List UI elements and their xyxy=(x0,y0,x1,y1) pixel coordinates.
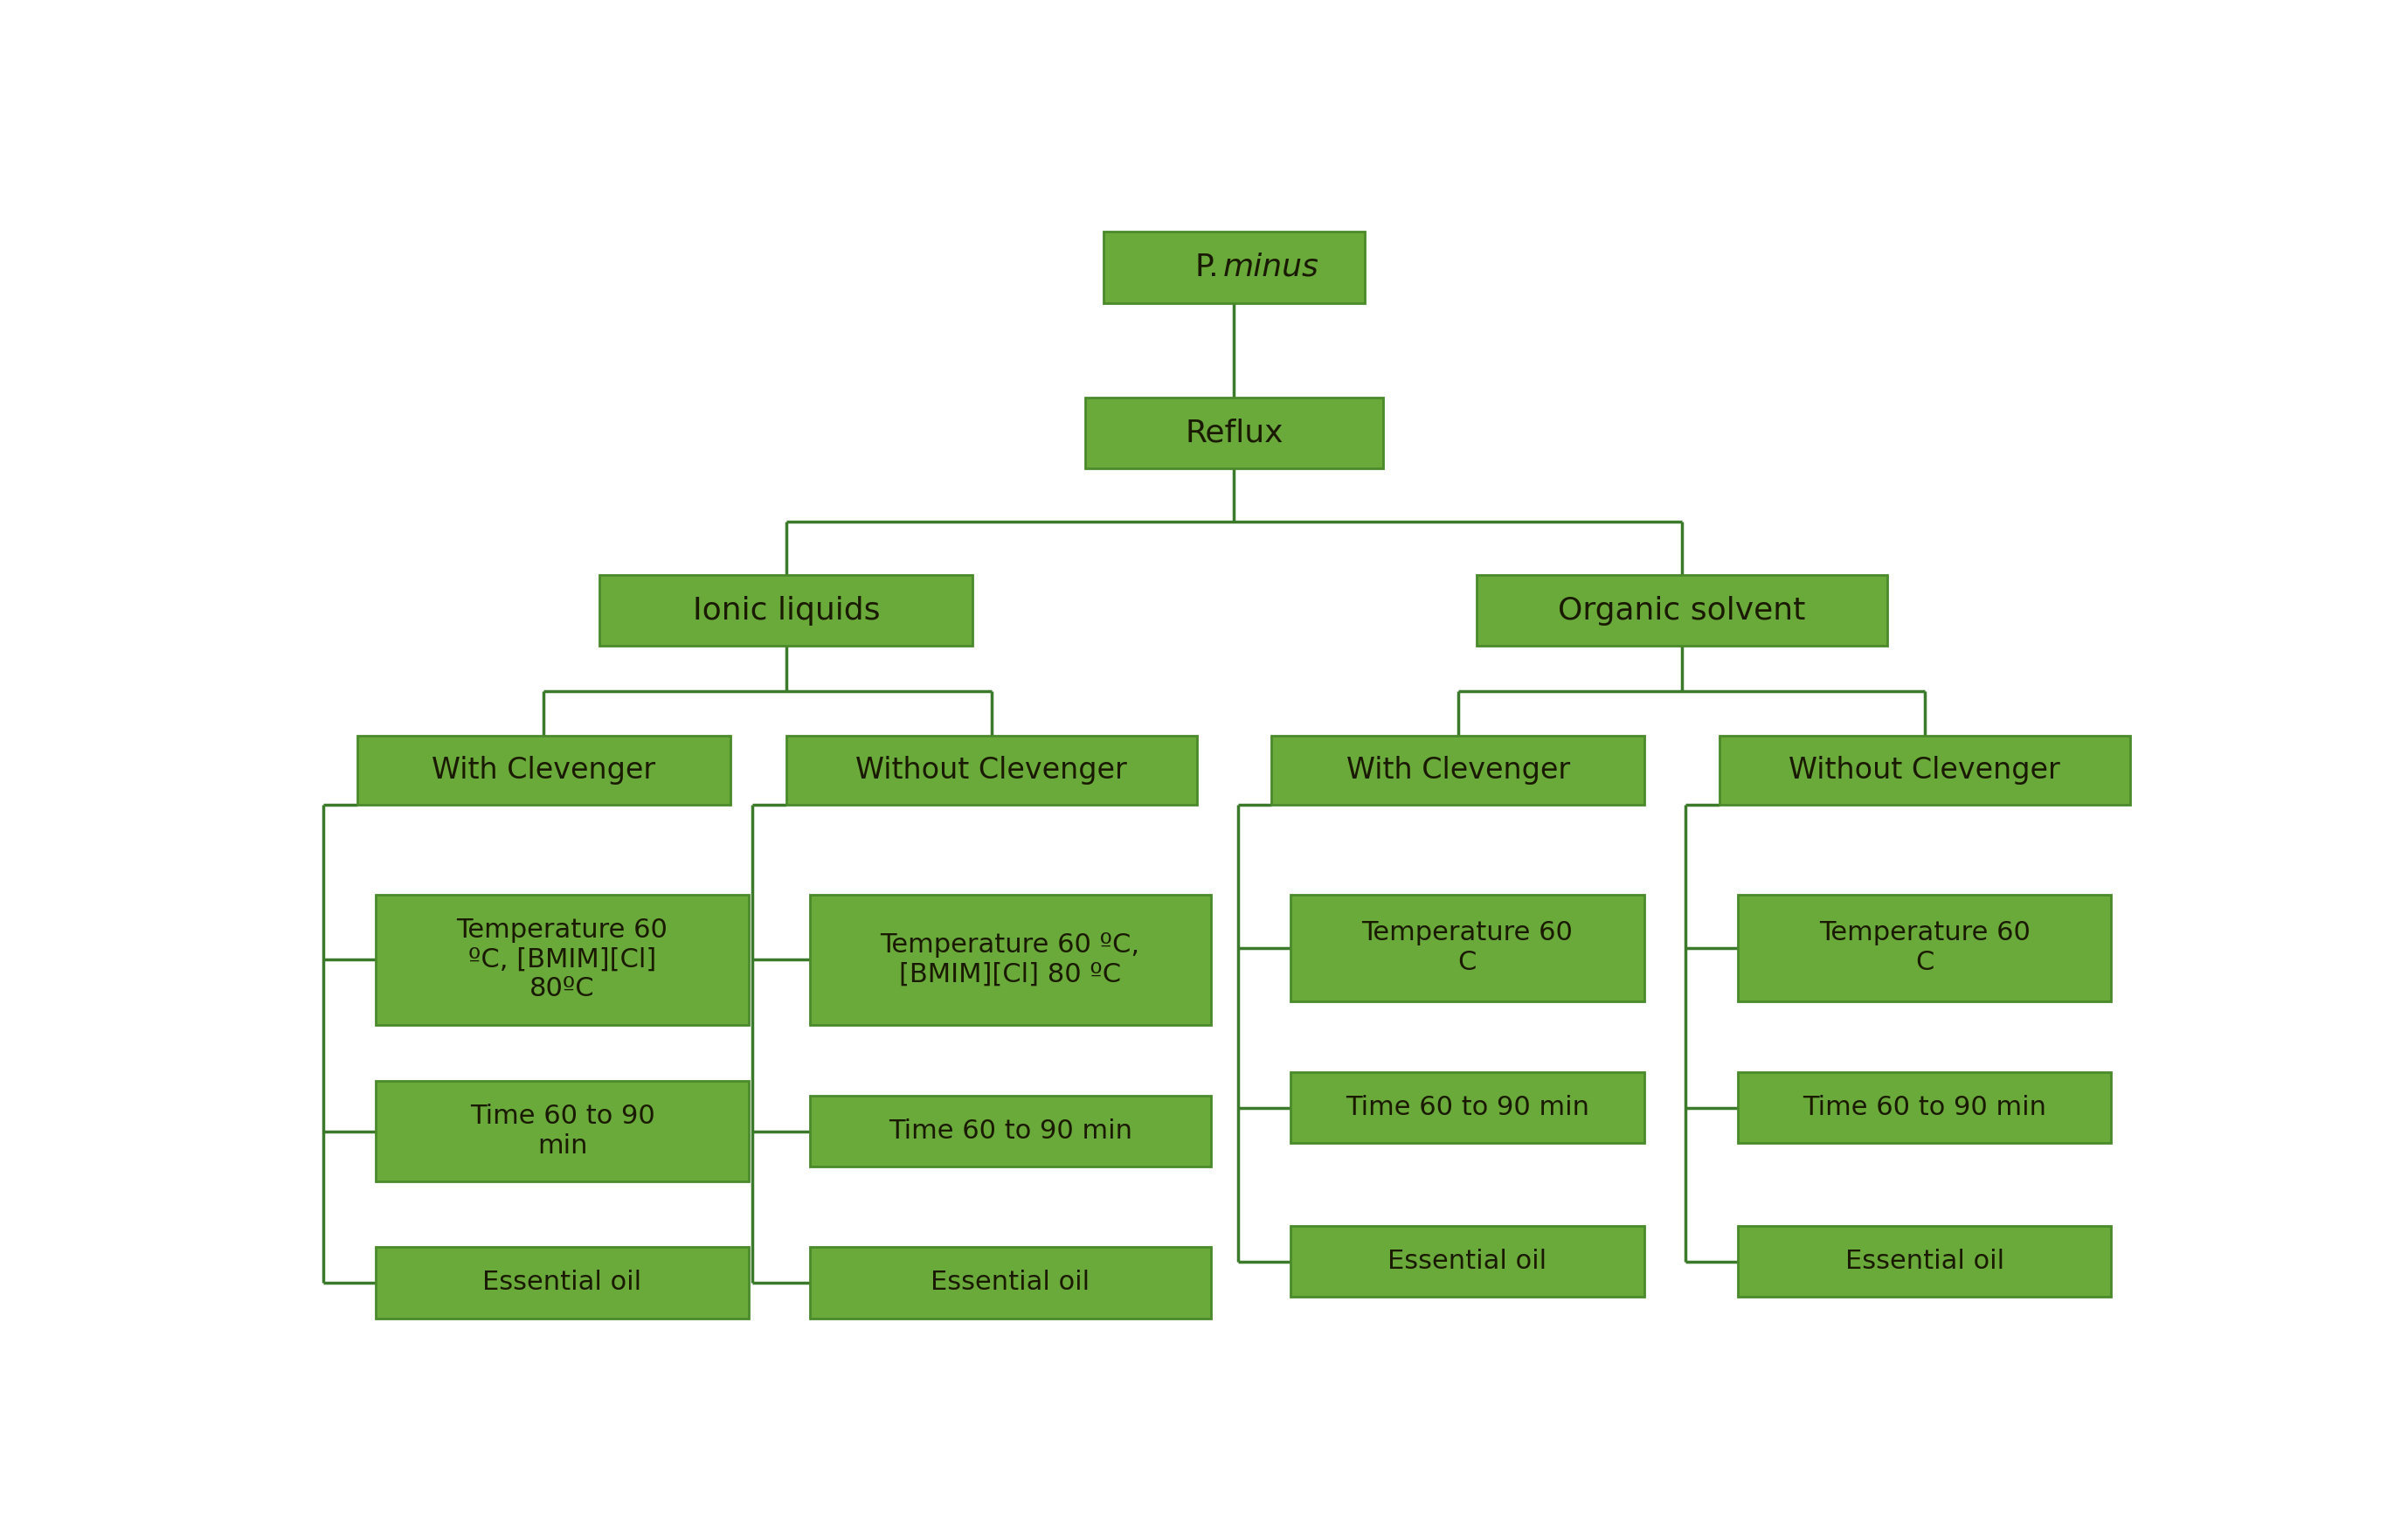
FancyBboxPatch shape xyxy=(376,895,749,1025)
Text: With Clevenger: With Clevenger xyxy=(431,756,655,785)
FancyBboxPatch shape xyxy=(809,1247,1211,1319)
Text: Reflux: Reflux xyxy=(1185,418,1283,447)
Text: Without Clevenger: Without Clevenger xyxy=(1789,756,2061,785)
FancyBboxPatch shape xyxy=(600,575,973,646)
FancyBboxPatch shape xyxy=(1084,398,1382,469)
FancyBboxPatch shape xyxy=(1291,1073,1645,1144)
Text: With Clevenger: With Clevenger xyxy=(1346,756,1570,785)
Text: Temperature 60
C: Temperature 60 C xyxy=(1361,921,1572,974)
FancyBboxPatch shape xyxy=(1103,232,1365,303)
Text: Time 60 to 90
min: Time 60 to 90 min xyxy=(470,1104,655,1159)
FancyBboxPatch shape xyxy=(1291,1227,1645,1297)
Text: Ionic liquids: Ionic liquids xyxy=(694,596,879,626)
FancyBboxPatch shape xyxy=(1291,895,1645,1001)
FancyBboxPatch shape xyxy=(809,1096,1211,1167)
Text: P.: P. xyxy=(1194,252,1218,283)
FancyBboxPatch shape xyxy=(356,736,730,804)
Text: Without Clevenger: Without Clevenger xyxy=(855,756,1127,785)
Text: Time 60 to 90 min: Time 60 to 90 min xyxy=(1804,1094,2047,1120)
FancyBboxPatch shape xyxy=(1476,575,1888,646)
Text: Essential oil: Essential oil xyxy=(1387,1248,1546,1274)
Text: Essential oil: Essential oil xyxy=(929,1270,1091,1296)
FancyBboxPatch shape xyxy=(1719,736,2131,804)
Text: Temperature 60
ºC, [BMIM][Cl]
80ºC: Temperature 60 ºC, [BMIM][Cl] 80ºC xyxy=(458,918,667,1002)
Text: Temperature 60
C: Temperature 60 C xyxy=(1818,921,2030,974)
FancyBboxPatch shape xyxy=(1271,736,1645,804)
Text: Time 60 to 90 min: Time 60 to 90 min xyxy=(1346,1094,1589,1120)
FancyBboxPatch shape xyxy=(809,895,1211,1025)
Text: minus: minus xyxy=(1223,252,1320,283)
FancyBboxPatch shape xyxy=(376,1081,749,1182)
FancyBboxPatch shape xyxy=(1739,1073,2112,1144)
FancyBboxPatch shape xyxy=(1739,1227,2112,1297)
Text: Organic solvent: Organic solvent xyxy=(1558,596,1806,626)
Text: Essential oil: Essential oil xyxy=(1845,1248,2003,1274)
Text: Time 60 to 90 min: Time 60 to 90 min xyxy=(889,1119,1132,1144)
FancyBboxPatch shape xyxy=(1739,895,2112,1001)
FancyBboxPatch shape xyxy=(376,1247,749,1319)
Text: Temperature 60 ºC,
[BMIM][Cl] 80 ºC: Temperature 60 ºC, [BMIM][Cl] 80 ºC xyxy=(881,933,1139,987)
FancyBboxPatch shape xyxy=(785,736,1197,804)
Text: Essential oil: Essential oil xyxy=(482,1270,643,1296)
